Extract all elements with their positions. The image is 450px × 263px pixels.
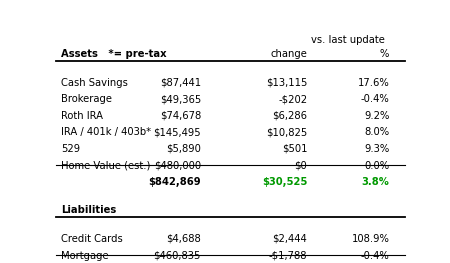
Text: $49,365: $49,365 bbox=[160, 94, 201, 104]
Text: Cash Savings: Cash Savings bbox=[61, 78, 128, 88]
Text: 9.3%: 9.3% bbox=[364, 144, 389, 154]
Text: $74,678: $74,678 bbox=[160, 111, 201, 121]
Text: $4,688: $4,688 bbox=[166, 234, 201, 244]
Text: $13,115: $13,115 bbox=[266, 78, 307, 88]
Text: Mortgage: Mortgage bbox=[61, 251, 108, 261]
Text: 0.0%: 0.0% bbox=[364, 160, 389, 171]
Text: $480,000: $480,000 bbox=[154, 160, 201, 171]
Text: -0.4%: -0.4% bbox=[360, 94, 389, 104]
Text: -$1,788: -$1,788 bbox=[269, 251, 307, 261]
Text: vs. last update: vs. last update bbox=[310, 35, 384, 45]
Text: 3.8%: 3.8% bbox=[361, 176, 389, 186]
Text: Assets   *= pre-tax: Assets *= pre-tax bbox=[61, 49, 166, 59]
Text: change: change bbox=[270, 49, 307, 59]
Text: $2,444: $2,444 bbox=[273, 234, 307, 244]
Text: 9.2%: 9.2% bbox=[364, 111, 389, 121]
Text: $460,835: $460,835 bbox=[153, 251, 201, 261]
Text: 108.9%: 108.9% bbox=[351, 234, 389, 244]
Text: Liabilities: Liabilities bbox=[61, 205, 116, 215]
Text: Brokerage: Brokerage bbox=[61, 94, 112, 104]
Text: Credit Cards: Credit Cards bbox=[61, 234, 122, 244]
Text: Roth IRA: Roth IRA bbox=[61, 111, 103, 121]
Text: $145,495: $145,495 bbox=[153, 127, 201, 137]
Text: $0: $0 bbox=[295, 160, 307, 171]
Text: $10,825: $10,825 bbox=[266, 127, 307, 137]
Text: Home Value (est.): Home Value (est.) bbox=[61, 160, 150, 171]
Text: IRA / 401k / 403b*: IRA / 401k / 403b* bbox=[61, 127, 151, 137]
Text: $87,441: $87,441 bbox=[160, 78, 201, 88]
Text: -0.4%: -0.4% bbox=[360, 251, 389, 261]
Text: %: % bbox=[380, 49, 389, 59]
Text: $5,890: $5,890 bbox=[166, 144, 201, 154]
Text: 529: 529 bbox=[61, 144, 80, 154]
Text: 8.0%: 8.0% bbox=[364, 127, 389, 137]
Text: $6,286: $6,286 bbox=[272, 111, 307, 121]
Text: $842,869: $842,869 bbox=[148, 176, 201, 186]
Text: 17.6%: 17.6% bbox=[358, 78, 389, 88]
Text: $501: $501 bbox=[282, 144, 307, 154]
Text: -$202: -$202 bbox=[278, 94, 307, 104]
Text: $30,525: $30,525 bbox=[262, 176, 307, 186]
